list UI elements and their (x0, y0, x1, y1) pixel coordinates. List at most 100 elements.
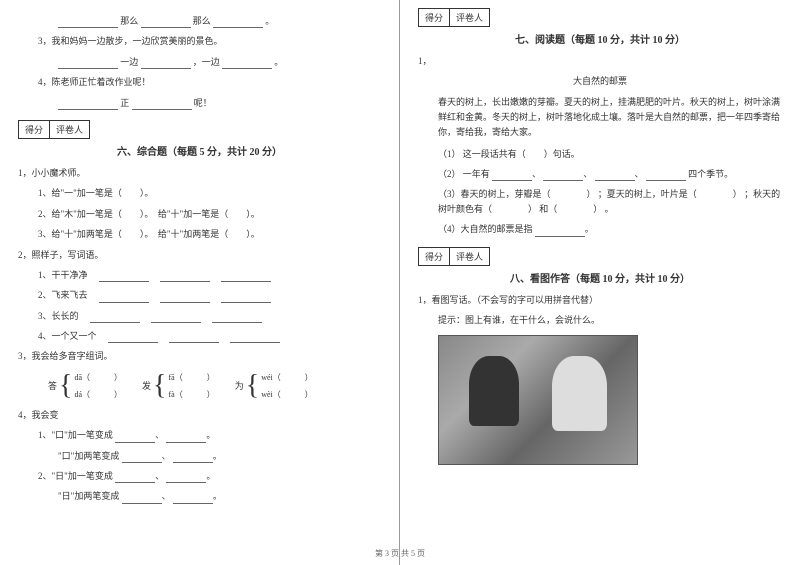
label: 。 (605, 204, 614, 214)
blank[interactable] (99, 272, 149, 282)
reading-q1: （1） 这一段话共有（ ）句话。 (418, 147, 782, 161)
blank[interactable] (166, 473, 206, 483)
blank[interactable] (58, 100, 118, 110)
label: 四个季节。 (688, 169, 733, 179)
label: 4、一个又一个 (38, 331, 97, 341)
section-7-title: 七、阅读题（每题 10 分，共计 10 分） (418, 31, 782, 46)
blank[interactable] (595, 171, 635, 181)
blank[interactable] (213, 18, 263, 28)
brace-icon: { (59, 375, 72, 397)
reading-1-num: 1， (418, 54, 782, 68)
score-cell: 得分 (418, 247, 450, 266)
blank[interactable] (160, 293, 210, 303)
blank[interactable] (230, 333, 280, 343)
blank[interactable] (151, 313, 201, 323)
right-column: 得分 评卷人 七、阅读题（每题 10 分，共计 10 分） 1， 大自然的邮票 … (400, 0, 800, 565)
blank[interactable] (492, 171, 532, 181)
q1-2: 2、给"木"加一笔是（ ）。 给"十"加一笔是（ ）。 (18, 207, 381, 221)
blank[interactable] (122, 494, 162, 504)
q2-2: 2、飞来飞去 (18, 288, 381, 302)
label: （3）春天的树上，芽瓣是 (438, 189, 542, 199)
label: 和 (539, 204, 548, 214)
label: 1、干干净净 (38, 270, 88, 280)
blank[interactable] (58, 59, 118, 69)
blank[interactable] (646, 171, 686, 181)
opt-top: dā（ ） (74, 372, 122, 383)
score-box-7: 得分 评卷人 (418, 8, 782, 27)
opt-bot: wèi（ ） (261, 389, 313, 400)
sentence-4: 4，陈老师正忙着改作业呢！ (18, 75, 381, 89)
reading-q4: （4）大自然的邮票是指 。 (418, 222, 782, 236)
fill-line-5: 正 呢！ (18, 96, 381, 110)
text: ，一边 (193, 57, 220, 67)
q2-3: 3、长长的 (18, 309, 381, 323)
brace-icon: { (246, 375, 259, 397)
blank[interactable] (543, 171, 583, 181)
blank[interactable] (108, 333, 158, 343)
blank[interactable] (221, 272, 271, 282)
options: fā（ ） fà（ ） (169, 372, 215, 400)
writing-picture (438, 335, 638, 465)
text: 那么 (120, 16, 138, 26)
label: "口"加两笔变成 (58, 451, 119, 461)
grader-cell: 评卷人 (450, 247, 490, 266)
q1: 1，小小魔术师。 (18, 166, 381, 180)
blank[interactable] (132, 100, 192, 110)
section-6-title: 六、综合题（每题 5 分，共计 20 分） (18, 143, 381, 158)
label: 1、"口"加一笔变成 (38, 430, 113, 440)
label: ；夏天的树上，叶片是 (598, 189, 688, 199)
opt-top: fā（ ） (169, 372, 215, 383)
writing-hint: 提示：图上有谁，在干什么，会说什么。 (418, 313, 782, 327)
score-cell: 得分 (18, 120, 50, 139)
polyphonic-group: 答 { dā（ ） dá（ ） 发 { fā（ ） fà（ ） 为 { wéi（… (18, 372, 381, 400)
label: "日"加两笔变成 (58, 491, 119, 501)
blank[interactable] (212, 313, 262, 323)
q4-1: 1、"口"加一笔变成 、 。 (18, 428, 381, 442)
score-box-8: 得分 评卷人 (418, 247, 782, 266)
label: （4）大自然的邮票是指 (438, 224, 533, 234)
score-box-6: 得分 评卷人 (18, 120, 381, 139)
blank[interactable] (90, 313, 140, 323)
brace-item-1: 答 { dā（ ） dá（ ） (48, 372, 122, 400)
blank[interactable] (160, 272, 210, 282)
q2: 2，照样子，写词语。 (18, 248, 381, 262)
brace-item-3: 为 { wéi（ ） wèi（ ） (235, 372, 313, 400)
text: 正 (120, 98, 129, 108)
label: 2、"日"加一笔变成 (38, 471, 113, 481)
blank[interactable] (173, 494, 213, 504)
brace-item-2: 发 { fā（ ） fà（ ） (142, 372, 215, 400)
blank[interactable] (115, 473, 155, 483)
blank[interactable] (535, 227, 585, 237)
label: 2、飞来飞去 (38, 290, 88, 300)
blank[interactable] (221, 293, 271, 303)
blank[interactable] (141, 18, 191, 28)
reading-q2: （2） 一年有 、 、 、 四个季节。 (418, 167, 782, 181)
blank[interactable] (173, 453, 213, 463)
brace-icon: { (153, 375, 166, 397)
sentence-3: 3，我和妈妈一边散步，一边欣赏美丽的景色。 (18, 34, 381, 48)
blank[interactable] (122, 453, 162, 463)
blank[interactable] (166, 433, 206, 443)
fill-line-1: 那么 那么 。 (18, 14, 381, 28)
q4-4: "日"加两笔变成 、 。 (18, 489, 381, 503)
page-footer: 第 3 页 共 5 页 (0, 548, 800, 559)
char: 为 (235, 379, 244, 392)
q2-1: 1、干干净净 (18, 268, 381, 282)
blank[interactable] (169, 333, 219, 343)
text: 那么 (193, 16, 211, 26)
opt-bot: dá（ ） (74, 389, 122, 400)
blank[interactable] (99, 293, 149, 303)
label: （2） 一年有 (438, 169, 490, 179)
blank[interactable] (115, 433, 155, 443)
fill-line-3: 一边 ，一边 。 (18, 55, 381, 69)
text: 一边 (120, 57, 138, 67)
q3: 3，我会给多音字组词。 (18, 349, 381, 363)
reading-q3: （3）春天的树上，芽瓣是（ ） ；夏天的树上，叶片是（ ） ；秋天的树叶颜色有（… (418, 187, 782, 216)
blank[interactable] (222, 59, 272, 69)
q4-2: "口"加两笔变成 、 。 (18, 449, 381, 463)
text: 呢！ (194, 98, 212, 108)
blank[interactable] (58, 18, 118, 28)
q4-3: 2、"日"加一笔变成 、 。 (18, 469, 381, 483)
q4: 4，我会变 (18, 408, 381, 422)
blank[interactable] (141, 59, 191, 69)
